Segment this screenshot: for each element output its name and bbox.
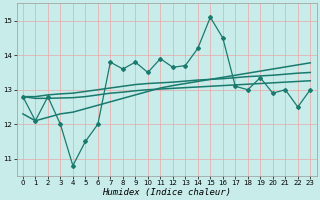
X-axis label: Humidex (Indice chaleur): Humidex (Indice chaleur) — [102, 188, 231, 197]
